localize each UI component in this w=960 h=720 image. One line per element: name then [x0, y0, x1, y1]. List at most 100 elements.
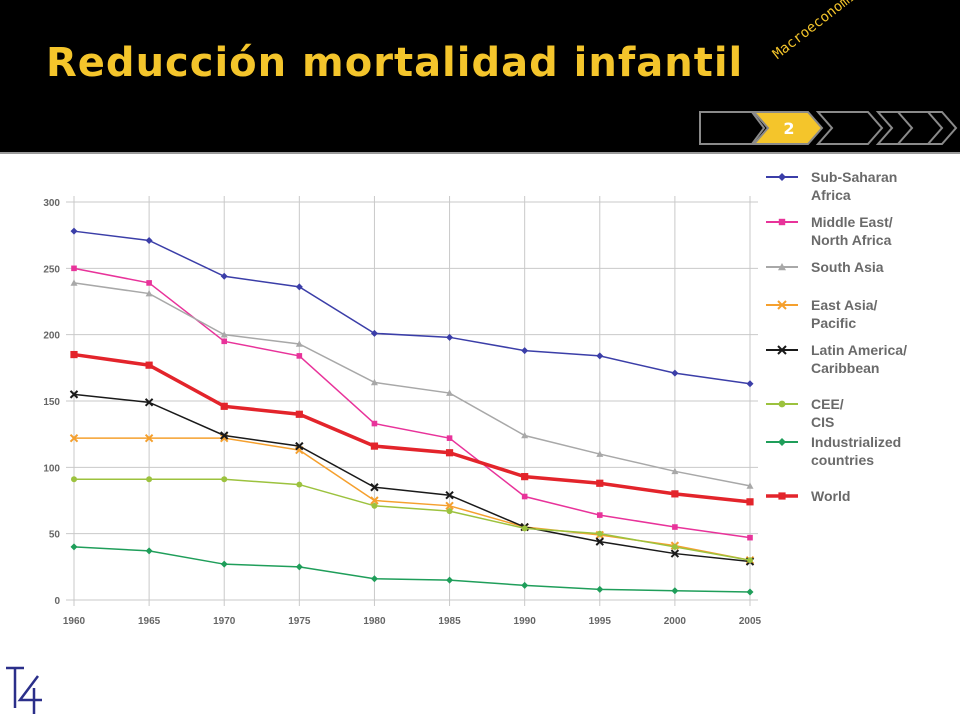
data-point [145, 236, 153, 244]
x-tick-label: 1980 [363, 616, 386, 627]
slide-number: 2 [783, 119, 794, 138]
data-point [71, 476, 77, 483]
series-3 [69, 433, 755, 565]
mortality-chart: 0 50 100 150 200 250 300 1960 1965 1970 1975 1980 19… [0, 160, 960, 650]
data-point [69, 433, 79, 443]
legend-marker [778, 263, 786, 271]
slide-title: Reducción mortalidad infantil [46, 40, 744, 86]
nav-next-arrow-1[interactable] [815, 111, 884, 145]
data-point [144, 398, 154, 407]
legend-item: South Asia [766, 259, 884, 275]
legend-item: Middle East/North Africa [766, 214, 893, 248]
slide-navigation: 2 [698, 108, 960, 148]
series-line [74, 478, 751, 561]
x-tick-label: 1965 [138, 616, 161, 627]
y-tick-label: 150 [43, 397, 60, 408]
data-point [295, 410, 303, 418]
data-point [295, 340, 303, 347]
data-point [145, 547, 153, 555]
data-point [670, 549, 680, 558]
x-tick-label: 1975 [288, 616, 311, 627]
series-4 [69, 390, 755, 566]
data-point [296, 481, 303, 488]
legend-marker [777, 345, 787, 355]
data-point [521, 347, 529, 355]
data-point [70, 227, 78, 235]
data-point [671, 490, 679, 498]
x-tick-label: 1970 [213, 616, 236, 627]
data-point [746, 588, 754, 596]
data-point [295, 283, 303, 291]
series-5 [71, 476, 753, 564]
y-tick-label: 250 [43, 264, 60, 275]
data-point [596, 530, 603, 537]
data-point [672, 524, 678, 530]
data-point [371, 502, 378, 509]
data-point [446, 435, 453, 441]
data-point [370, 496, 379, 505]
data-point [445, 449, 454, 457]
legend-item: East Asia/Pacific [766, 297, 878, 331]
data-point [370, 442, 379, 450]
y-tick-label: 50 [49, 530, 61, 541]
legend-item: World [766, 488, 850, 504]
legend-label: Industrialized countries [811, 434, 901, 468]
series-0 [70, 227, 754, 388]
nav-prev-arrow[interactable] [699, 111, 766, 145]
x-tick-label: 2005 [739, 616, 762, 627]
data-point [221, 338, 228, 345]
legend-label: World [811, 488, 850, 504]
data-point [371, 420, 378, 427]
x-tick-label: 2000 [664, 616, 687, 627]
legend-marker [778, 438, 786, 446]
data-point [596, 450, 604, 457]
data-point [746, 498, 754, 506]
legend-label: Latin America/Caribbean [811, 342, 907, 376]
legend-label: Sub-Saharan Africa [811, 169, 897, 203]
nav-next-arrow-3[interactable] [895, 111, 958, 145]
series-6 [70, 543, 754, 596]
data-point [70, 279, 78, 286]
series-1 [71, 265, 753, 541]
data-point [370, 483, 379, 492]
data-point [746, 482, 754, 489]
legend-marker [778, 400, 786, 408]
data-point [220, 560, 228, 568]
data-point [446, 576, 454, 584]
data-point [521, 473, 529, 481]
data-point [295, 563, 303, 571]
data-point [671, 467, 679, 475]
x-tick-label: 1960 [63, 616, 86, 627]
data-point [144, 433, 154, 443]
series-line [73, 282, 751, 487]
x-tick-label: 1995 [589, 616, 612, 627]
nav-next-arrow-2[interactable] [875, 111, 944, 145]
data-point [596, 479, 604, 487]
legend-label: East Asia/Pacific [811, 297, 878, 331]
legend-item: Latin America/Caribbean [766, 342, 907, 376]
y-tick-label: 100 [43, 463, 60, 474]
legend-marker [777, 300, 787, 310]
legend-label: Middle East/North Africa [811, 214, 893, 248]
legend-item: CEE/CIS [766, 396, 844, 430]
data-point [521, 431, 529, 439]
data-point [671, 587, 679, 595]
data-point [746, 380, 754, 388]
data-point [370, 329, 378, 337]
data-point [521, 525, 528, 532]
nav-current-arrow[interactable] [751, 111, 824, 145]
series-2 [70, 279, 754, 489]
legend-item: Industrialized countries [766, 434, 901, 468]
header-divider [0, 152, 960, 154]
data-point [296, 353, 303, 359]
y-tick-label: 0 [54, 596, 60, 607]
data-point [69, 390, 79, 399]
data-point [671, 543, 678, 550]
legend-label: South Asia [811, 259, 884, 275]
data-point [220, 402, 228, 410]
series-7 [70, 350, 754, 506]
data-point [596, 352, 604, 360]
data-point [521, 581, 529, 589]
data-point [70, 543, 78, 551]
data-point [220, 331, 228, 338]
